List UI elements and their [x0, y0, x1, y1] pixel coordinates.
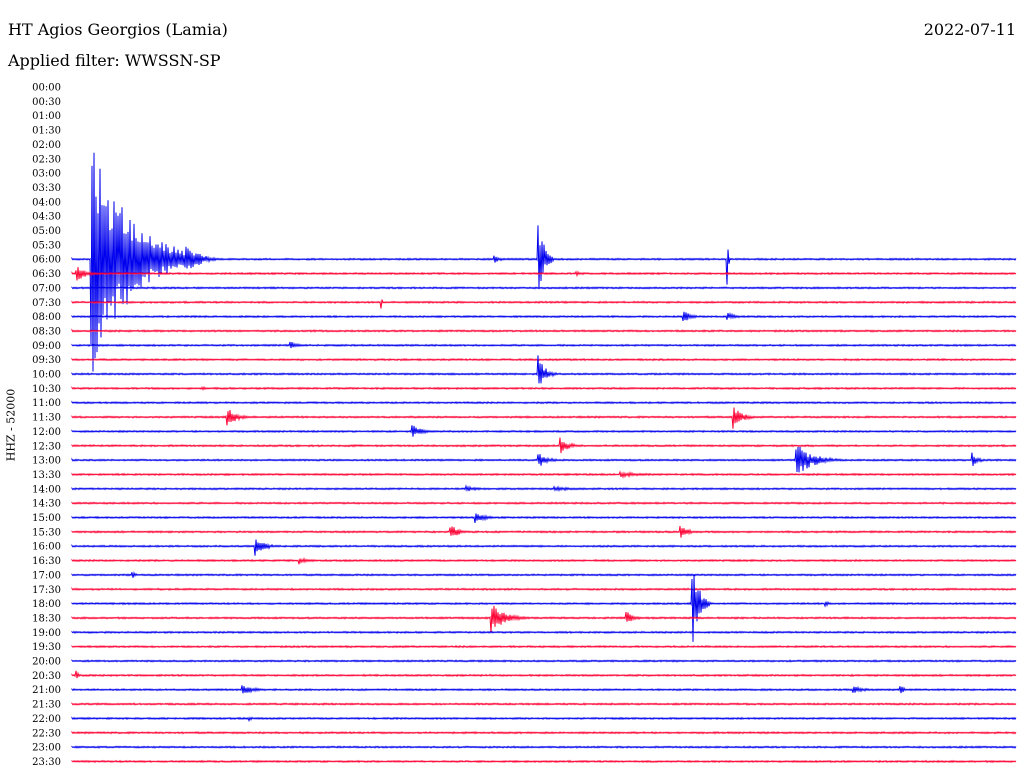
tick-label-0000: 00:00: [32, 83, 61, 94]
trace-0730: [71, 299, 1017, 309]
tick-label-1530: 15:30: [32, 527, 61, 538]
tick-label-2030: 20:30: [32, 671, 61, 682]
trace-1830: [71, 605, 1017, 634]
tick-label-1900: 19:00: [32, 628, 61, 639]
tick-label-0930: 09:30: [32, 355, 61, 366]
trace-2130: [71, 702, 1017, 706]
trace-1900: [71, 630, 1017, 635]
tick-label-1630: 16:30: [32, 556, 61, 567]
tick-label-1830: 18:30: [32, 613, 61, 624]
trace-0800: [71, 311, 1017, 321]
trace-1700: [71, 571, 1017, 578]
tick-label-1800: 18:00: [32, 599, 61, 610]
tick-label-0630: 06:30: [32, 269, 61, 280]
trace-1100: [71, 400, 1017, 405]
trace-1230: [71, 437, 1017, 454]
tick-label-1200: 12:00: [32, 427, 61, 438]
tick-label-2230: 22:30: [32, 728, 61, 739]
tick-label-1700: 17:00: [32, 570, 61, 581]
tick-label-2000: 20:00: [32, 657, 61, 668]
tick-label-0100: 01:00: [32, 111, 61, 122]
trace-0630: [71, 267, 1017, 281]
tick-label-0430: 04:30: [32, 212, 61, 223]
trace-2330: [71, 759, 1017, 764]
tick-label-1100: 11:00: [32, 398, 61, 409]
tick-label-0800: 08:00: [32, 312, 61, 323]
trace-2030: [71, 670, 1017, 679]
trace-0830: [71, 328, 1017, 333]
tick-label-1930: 19:30: [32, 642, 61, 653]
trace-2300: [71, 745, 1017, 749]
tick-label-1400: 14:00: [32, 484, 61, 495]
trace-1630: [71, 557, 1017, 565]
trace-1800: [71, 574, 1017, 642]
trace-1000: [71, 355, 1017, 384]
trace-1730: [71, 586, 1017, 592]
trace-1300: [71, 446, 1017, 473]
tick-label-0530: 05:30: [32, 240, 61, 251]
tick-label-1600: 16:00: [32, 542, 61, 553]
record-date: 2022-07-11: [923, 20, 1016, 39]
time-tick-labels: 00:00 00:30 01:00 01:30 02:00 02:30 03:00 03:30…: [32, 83, 61, 768]
tick-label-0030: 00:30: [32, 97, 61, 108]
tick-label-0300: 03:00: [32, 169, 61, 180]
tick-label-2200: 22:00: [32, 714, 61, 725]
tick-label-0130: 01:30: [32, 126, 61, 137]
trace-1200: [71, 425, 1017, 437]
trace-1330: [71, 470, 1017, 479]
station-title: HT Agios Georgios (Lamia): [8, 20, 228, 39]
tick-label-2100: 21:00: [32, 685, 61, 696]
tick-label-0600: 06:00: [32, 255, 61, 266]
trace-2200: [71, 716, 1017, 723]
tick-label-2130: 21:30: [32, 700, 61, 711]
tick-label-2330: 23:30: [32, 757, 61, 768]
tick-label-2300: 23:00: [32, 743, 61, 754]
trace-2100: [71, 685, 1017, 694]
trace-1430: [71, 501, 1017, 505]
tick-label-0230: 02:30: [32, 154, 61, 165]
trace-2000: [71, 659, 1017, 663]
tick-label-0900: 09:00: [32, 341, 61, 352]
trace-2230: [71, 730, 1017, 735]
tick-label-0830: 08:30: [32, 326, 61, 337]
seismic-traces: [71, 152, 1017, 764]
tick-label-1130: 11:30: [32, 413, 61, 424]
tick-label-0330: 03:30: [32, 183, 61, 194]
tick-label-1730: 17:30: [32, 585, 61, 596]
trace-1530: [71, 526, 1017, 538]
trace-0930: [71, 357, 1017, 362]
trace-1500: [71, 513, 1017, 523]
tick-label-0200: 02:00: [32, 140, 61, 151]
tick-label-1430: 14:30: [32, 499, 61, 510]
tick-label-1330: 13:30: [32, 470, 61, 481]
trace-0600: [71, 152, 1017, 372]
tick-label-0400: 04:00: [32, 197, 61, 208]
trace-1030: [71, 385, 1017, 391]
trace-1400: [71, 484, 1017, 493]
trace-0700: [71, 286, 1017, 290]
tick-label-0700: 07:00: [32, 283, 61, 294]
filter-label: Applied filter: WWSSN-SP: [8, 51, 221, 70]
trace-1130: [71, 407, 1017, 429]
tick-label-0730: 07:30: [32, 298, 61, 309]
trace-1930: [71, 644, 1017, 649]
tick-label-0500: 05:00: [32, 226, 61, 237]
tick-label-1300: 13:00: [32, 456, 61, 467]
trace-0900: [71, 341, 1017, 349]
tick-label-1230: 12:30: [32, 441, 61, 452]
tick-label-1000: 10:00: [32, 370, 61, 381]
tick-label-1500: 15:00: [32, 513, 61, 524]
trace-1600: [71, 539, 1017, 556]
tick-label-1030: 10:30: [32, 384, 61, 395]
